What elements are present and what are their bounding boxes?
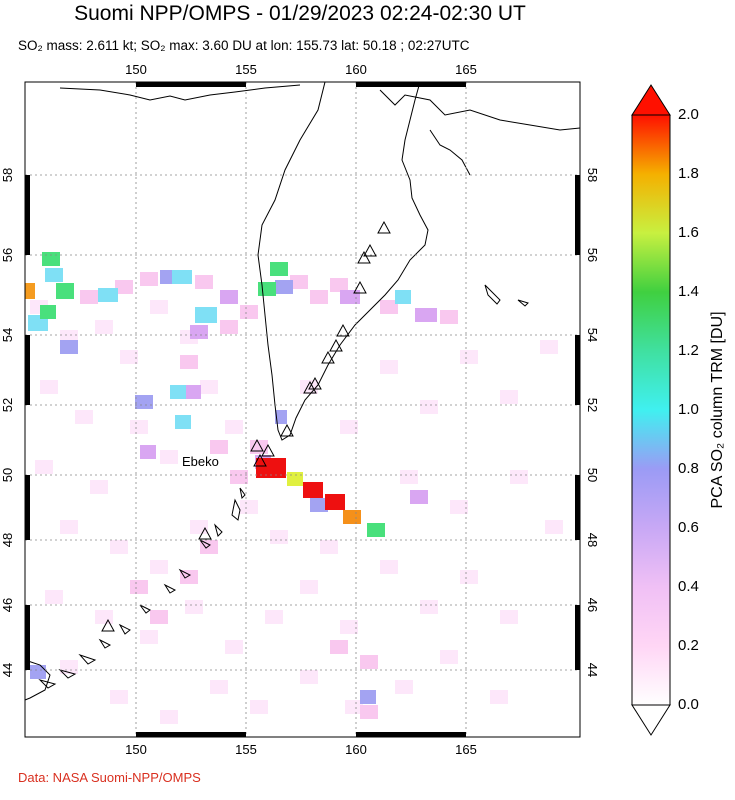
commander-islands bbox=[484, 284, 501, 305]
colorbar-max-arrow bbox=[631, 84, 671, 116]
colorbar-min-arrow bbox=[631, 704, 671, 736]
lon-tick: 160 bbox=[345, 742, 367, 757]
okhotsk-north-coast bbox=[59, 84, 301, 101]
volcano-icon bbox=[377, 220, 391, 234]
volcano-icon bbox=[321, 350, 335, 364]
volcano-icon bbox=[261, 443, 275, 457]
colorbar-tick: 0.2 bbox=[678, 637, 699, 654]
lat-tick: 44 bbox=[0, 663, 15, 677]
lat-tick: 48 bbox=[585, 533, 600, 547]
volcano-icon bbox=[363, 243, 377, 257]
map-area bbox=[25, 82, 580, 737]
colorbar-tick: 2.0 bbox=[678, 106, 699, 123]
coastlines bbox=[24, 81, 581, 701]
map-subtitle: SO₂ mass: 2.611 kt; SO₂ max: 3.60 DU at … bbox=[18, 38, 470, 53]
volcano-icon bbox=[198, 526, 212, 540]
lon-tick: 165 bbox=[455, 742, 477, 757]
volcano-icon bbox=[353, 280, 367, 294]
lat-tick: 56 bbox=[0, 248, 15, 262]
frame-ticks bbox=[25, 82, 580, 737]
volcano-icon bbox=[253, 453, 267, 467]
volcano-icon bbox=[357, 250, 371, 264]
lat-tick: 52 bbox=[585, 398, 600, 412]
colorbar-tick: 1.0 bbox=[678, 401, 699, 418]
kamchatka-coast bbox=[257, 81, 429, 441]
lon-tick: 155 bbox=[235, 742, 257, 757]
lat-ticks-right: 44 46 48 50 52 54 56 58 bbox=[585, 168, 600, 677]
lat-tick: 54 bbox=[0, 328, 15, 342]
colorbar: 0.0 0.2 0.4 0.6 0.8 1.0 1.2 1.4 1.6 1.8 … bbox=[631, 84, 726, 736]
lon-ticks-top: 150 155 160 165 bbox=[125, 62, 477, 77]
lon-ticks-bottom: 150 155 160 165 bbox=[125, 742, 477, 757]
lat-tick: 52 bbox=[0, 398, 15, 412]
volcano-label-ebeko: Ebeko bbox=[182, 454, 219, 469]
lat-tick: 46 bbox=[0, 598, 15, 612]
lon-tick: 160 bbox=[345, 62, 367, 77]
colorbar-tick: 0.4 bbox=[678, 578, 699, 595]
lat-tick: 50 bbox=[585, 468, 600, 482]
lat-tick: 44 bbox=[585, 663, 600, 677]
lon-tick: 150 bbox=[125, 62, 147, 77]
colorbar-gradient bbox=[631, 114, 671, 706]
lon-tick: 150 bbox=[125, 742, 147, 757]
colorbar-tick: 0.6 bbox=[678, 519, 699, 536]
graticule bbox=[25, 82, 580, 737]
volcano-icon bbox=[329, 338, 343, 352]
volcano-icon bbox=[250, 438, 264, 452]
lon-tick: 155 bbox=[235, 62, 257, 77]
hokkaido-coast bbox=[24, 659, 51, 701]
lat-tick: 46 bbox=[585, 598, 600, 612]
volcano-icon bbox=[280, 423, 294, 437]
lat-tick: 58 bbox=[585, 168, 600, 182]
kuril-islands bbox=[38, 487, 246, 689]
lat-ticks-left: 44 46 48 50 52 54 56 58 bbox=[0, 168, 15, 677]
colorbar-title: PCA SO₂ column TRM [DU] bbox=[709, 311, 726, 508]
map-frame bbox=[24, 81, 581, 738]
colorbar-tick: 1.8 bbox=[678, 165, 699, 182]
lat-tick: 50 bbox=[0, 468, 15, 482]
lat-tick: 56 bbox=[585, 248, 600, 262]
volcano-markers bbox=[101, 220, 391, 632]
volcano-icon bbox=[336, 323, 350, 337]
volcano-icon bbox=[303, 380, 317, 394]
lon-tick: 165 bbox=[455, 62, 477, 77]
lat-tick: 48 bbox=[0, 533, 15, 547]
colorbar-tick: 0.0 bbox=[678, 696, 699, 713]
colorbar-tick: 1.6 bbox=[678, 224, 699, 241]
lat-tick: 54 bbox=[585, 328, 600, 342]
colorbar-tick: 1.2 bbox=[678, 342, 699, 359]
volcano-icon bbox=[101, 618, 115, 632]
map-title: Suomi NPP/OMPS - 01/29/2023 02:24-02:30 … bbox=[74, 2, 526, 25]
colorbar-tick: 0.8 bbox=[678, 460, 699, 477]
data-credit: Data: NASA Suomi-NPP/OMPS bbox=[18, 770, 201, 785]
colorbar-tick: 1.4 bbox=[678, 283, 699, 300]
lat-tick: 58 bbox=[0, 168, 15, 182]
volcano-icon bbox=[308, 376, 322, 390]
